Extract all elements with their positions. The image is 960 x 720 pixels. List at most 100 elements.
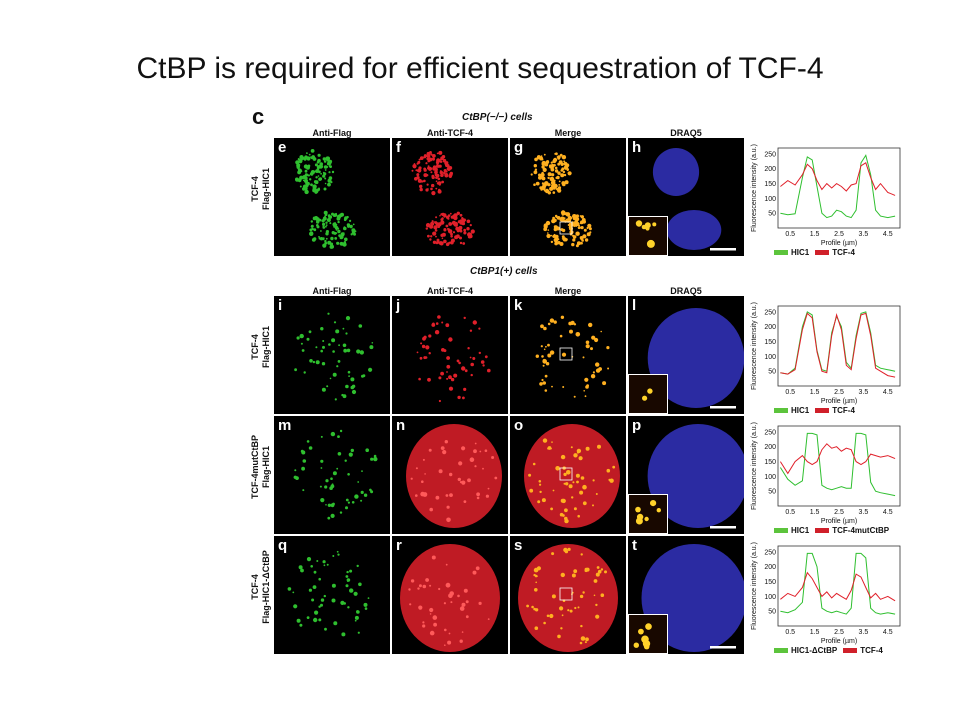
y-tick-label: 250: [764, 429, 776, 436]
x-tick-label: 2.5: [834, 629, 844, 636]
plot-frame: [777, 545, 901, 627]
row-label: TCF-4mutCtBP Flag-HIC1: [250, 422, 272, 512]
panel-letter: q: [278, 537, 288, 554]
scale-bar: [710, 646, 736, 649]
panel-letter: g: [514, 139, 524, 156]
y-tick-label: 250: [764, 549, 776, 556]
panel-letter: s: [514, 537, 523, 554]
row-label-line1: TCF-4mutCtBP: [250, 435, 260, 499]
micrograph-image: [530, 152, 592, 248]
x-tick-label: 3.5: [859, 389, 869, 396]
micrograph-image: [294, 312, 374, 401]
legend-swatch: [815, 528, 830, 534]
panel-letter: e: [278, 139, 287, 156]
x-tick-label: 0.5: [785, 509, 795, 516]
row-label-line1: TCF-4: [250, 176, 260, 202]
micrograph-image: [287, 550, 370, 637]
micrograph-panel-o: o: [510, 416, 626, 534]
zoom-box: [559, 347, 573, 361]
figure-panel-label: c: [252, 104, 265, 129]
zoom-inset: [628, 494, 668, 534]
panel-letter: h: [632, 139, 642, 156]
intensity-profile-plot: 250 200 150 100 50 0.5 1.5 2.5 3.5 4.5 Profile (µm…: [748, 418, 906, 536]
y-tick-label: 150: [764, 181, 776, 188]
row-label-line2: Flag-HIC1: [261, 326, 271, 369]
column-header-anti-tcf4: Anti-TCF-4: [427, 286, 473, 296]
row-label: TCF-4 Flag-HIC1-ΔCtBP: [250, 542, 272, 632]
x-axis-label: Profile (µm): [821, 518, 857, 525]
zoom-box: [559, 467, 573, 481]
series-line-red: [780, 571, 896, 602]
plot-legend: HIC1 TCF-4mutCtBP: [774, 526, 889, 535]
x-tick-label: 4.5: [883, 629, 893, 636]
micrograph-panel-h: h: [628, 138, 744, 256]
y-axis-label: Fluorescence intensity (a.u.): [751, 542, 758, 630]
legend-swatch: [774, 408, 788, 414]
intensity-profile-plot: 250 200 150 100 50 0.5 1.5 2.5 3.5 4.5 Profile (µm…: [748, 538, 906, 656]
intensity-profile-plot: 250 200 150 100 50 0.5 1.5 2.5 3.5 4.5 Profile (µm…: [748, 140, 906, 258]
row-label: TCF-4 Flag-HIC1: [250, 144, 272, 234]
legend-swatch: [815, 408, 830, 414]
plot-legend: HIC1-ΔCtBP TCF-4: [774, 646, 883, 655]
micrograph-image: [647, 424, 744, 529]
panel-letter: l: [632, 297, 637, 314]
section-title-ctbp1-plus: CtBP1(+) cells: [470, 266, 538, 277]
intensity-profile-plot: 250 200 150 100 50 0.5 1.5 2.5 3.5 4.5 Profile (µm…: [748, 298, 906, 416]
x-tick-label: 4.5: [883, 509, 893, 516]
x-tick-label: 3.5: [859, 509, 869, 516]
zoom-inset: [628, 216, 668, 256]
zoom-box: [559, 587, 573, 601]
micrograph-image: [652, 148, 736, 251]
panel-letter: n: [396, 417, 406, 434]
column-header-anti-flag: Anti-Flag: [312, 128, 352, 138]
micrograph-image: [535, 315, 610, 398]
y-tick-label: 200: [764, 324, 776, 331]
micrograph-panel-j: j: [392, 296, 508, 414]
plot-frame: [777, 305, 901, 387]
x-tick-label: 1.5: [810, 231, 820, 238]
legend-label: HIC1-ΔCtBP: [791, 646, 838, 655]
micrograph-panel-s: s: [510, 536, 626, 654]
series-line-green: [780, 154, 896, 219]
micrograph-image: [647, 308, 744, 409]
micrograph-panel-t: t: [628, 536, 744, 654]
panel-letter: m: [278, 417, 292, 434]
y-tick-label: 200: [764, 166, 776, 173]
legend-label: TCF-4: [832, 406, 855, 415]
y-tick-label: 100: [764, 196, 776, 203]
micrograph-panel-e: e: [274, 138, 390, 256]
plot-legend: HIC1 TCF-4: [774, 248, 855, 257]
x-tick-label: 0.5: [785, 629, 795, 636]
micrograph-panel-g: g: [510, 138, 626, 256]
column-header-draq5: DRAQ5: [670, 128, 702, 138]
y-axis-label: Fluorescence intensity (a.u.): [751, 422, 758, 510]
y-tick-label: 150: [764, 459, 776, 466]
column-header-draq5: DRAQ5: [670, 286, 702, 296]
x-tick-label: 1.5: [810, 509, 820, 516]
x-axis-label: Profile (µm): [821, 638, 857, 645]
y-tick-label: 50: [768, 369, 776, 376]
micrograph-panel-k: k: [510, 296, 626, 414]
y-tick-label: 100: [764, 594, 776, 601]
panel-letter: i: [278, 297, 283, 314]
slide-title: CtBP is required for efficient sequestra…: [136, 52, 824, 85]
legend-label: HIC1: [791, 526, 810, 535]
zoom-inset: [628, 374, 668, 414]
x-tick-label: 1.5: [810, 389, 820, 396]
x-tick-label: 2.5: [834, 509, 844, 516]
scale-bar: [710, 406, 736, 409]
micrograph-panel-l: l: [628, 296, 744, 414]
micrograph-image: [524, 424, 620, 528]
series-line-red: [779, 443, 896, 475]
micrograph-panel-n: n: [392, 416, 508, 534]
panel-letter: p: [632, 417, 642, 434]
y-tick-label: 50: [768, 211, 776, 218]
panel-letter: t: [632, 537, 637, 554]
micrograph-panel-i: i: [274, 296, 390, 414]
y-tick-label: 50: [768, 609, 776, 616]
x-tick-label: 4.5: [883, 231, 893, 238]
micrograph-image: [295, 149, 357, 249]
plot-frame: [777, 147, 901, 229]
legend-label: TCF-4: [832, 248, 855, 257]
y-tick-label: 200: [764, 564, 776, 571]
